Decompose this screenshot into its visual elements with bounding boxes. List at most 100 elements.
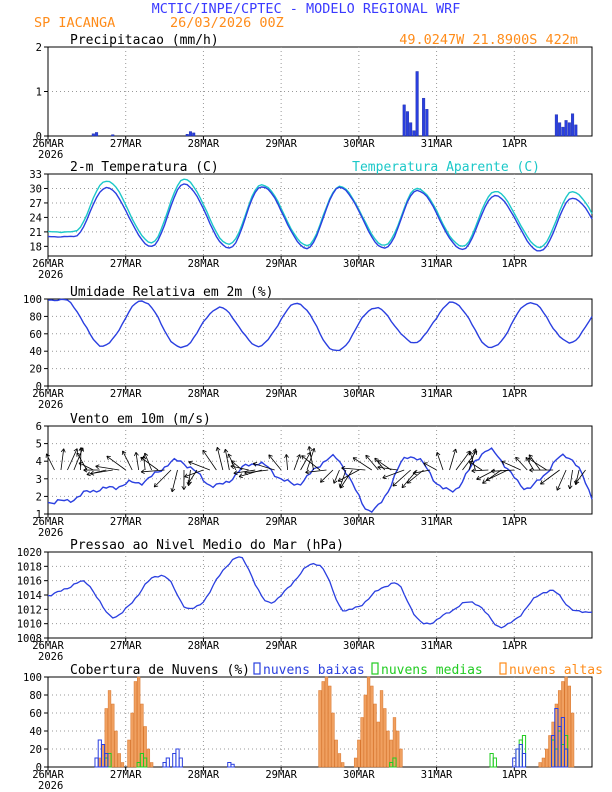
wind-arrow bbox=[482, 469, 502, 484]
wind-arrow bbox=[230, 465, 249, 471]
wind-arrow bbox=[202, 449, 217, 471]
wind-arrow bbox=[187, 469, 198, 484]
wind-arrow-head bbox=[83, 467, 88, 473]
wind-arrow bbox=[268, 454, 282, 471]
cloud-bar-high bbox=[551, 721, 555, 768]
chart-title: MCTIC/INPE/CPTEC - MODELO REGIONAL WRF bbox=[152, 1, 461, 17]
x-tick-label: 30MAR bbox=[343, 640, 375, 652]
precip-bar bbox=[561, 126, 565, 137]
wind-arrow-head bbox=[188, 460, 193, 466]
precip-bar bbox=[111, 134, 115, 137]
wind-arrow-head bbox=[215, 447, 221, 452]
x-tick-label: 1APR bbox=[502, 138, 528, 150]
y-tick-label: 20 bbox=[29, 364, 42, 376]
x-tick-label: 31MAR bbox=[421, 388, 453, 400]
y-tick-label: 6 bbox=[36, 421, 42, 433]
year-label: 2026 bbox=[38, 780, 63, 792]
wind-arrow bbox=[73, 447, 84, 471]
wind-arrow-head bbox=[352, 457, 358, 462]
cloud-bar-low bbox=[175, 748, 180, 768]
legend-swatch bbox=[499, 662, 507, 675]
wind-arrow bbox=[300, 452, 311, 471]
station-name: SP IACANGA bbox=[34, 15, 115, 31]
wind-arrow bbox=[76, 452, 88, 471]
cloud-bar-high bbox=[357, 739, 361, 768]
precip-bar bbox=[185, 134, 189, 137]
wind-arrow-head bbox=[134, 452, 139, 457]
cloud-bar-high bbox=[363, 694, 367, 768]
wind-arrow-head bbox=[320, 478, 325, 483]
x-tick-label: 29MAR bbox=[265, 258, 297, 270]
wind-arrow bbox=[340, 469, 353, 489]
cloud-bar-high bbox=[353, 757, 358, 768]
wind-arrow-head bbox=[244, 470, 249, 475]
wind-arrow bbox=[412, 469, 431, 474]
x-tick-label: 30MAR bbox=[343, 258, 375, 270]
wind-arrow-head bbox=[301, 455, 306, 460]
series-wind bbox=[47, 447, 593, 514]
cloud-bar-high bbox=[321, 681, 325, 768]
wind-arrow-head bbox=[365, 454, 370, 460]
cloud-bar-high bbox=[324, 676, 329, 768]
cloud-bar-high bbox=[376, 721, 380, 768]
y-tick-label: 30 bbox=[29, 183, 42, 195]
wind-arrow-head bbox=[374, 457, 379, 463]
wind-arrow bbox=[144, 452, 152, 471]
y-tick-label: 1 bbox=[36, 87, 42, 99]
wind-arrow bbox=[78, 462, 94, 471]
wind-arrow bbox=[575, 469, 586, 484]
wind-arrow bbox=[515, 456, 528, 471]
wind-arrow bbox=[233, 469, 256, 474]
wind-arrow-head bbox=[76, 452, 81, 457]
cloud-bar-low bbox=[230, 763, 235, 768]
wind-arrow bbox=[540, 469, 560, 485]
panel-title: 2-m Temperatura (C) bbox=[70, 160, 219, 175]
wind-arrow bbox=[491, 469, 515, 472]
cloud-bar-high bbox=[331, 712, 335, 768]
cloud-bar-high bbox=[137, 676, 141, 768]
y-tick-label: 80 bbox=[29, 690, 42, 702]
cloud-bar-low bbox=[227, 762, 232, 768]
x-tick-label: 30MAR bbox=[343, 388, 375, 400]
wind-arrow bbox=[153, 469, 172, 488]
y-tick-label: 5 bbox=[36, 439, 42, 451]
y-tick-label: 0 bbox=[36, 762, 42, 774]
wind-arrow-head bbox=[482, 479, 487, 484]
wind-arrow bbox=[171, 469, 178, 492]
wind-arrow bbox=[60, 448, 65, 471]
x-tick-label: 27MAR bbox=[110, 138, 142, 150]
cloud-bar-high bbox=[117, 753, 121, 768]
y-tick-label: 1010 bbox=[17, 619, 42, 631]
wind-arrow bbox=[392, 469, 411, 487]
cloud-bar-high bbox=[341, 762, 345, 768]
wind-arrow bbox=[244, 469, 269, 474]
legend-apparent-temp: Temperatura Aparente (C) bbox=[352, 160, 540, 175]
wind-arrow-head bbox=[284, 454, 289, 459]
precip-bar bbox=[567, 122, 571, 137]
x-tick-label: 26MAR bbox=[32, 640, 64, 652]
wind-arrow-head bbox=[452, 448, 458, 454]
wind-arrow-head bbox=[227, 453, 232, 458]
wind-arrow-head bbox=[412, 470, 417, 476]
cloud-bar-high bbox=[392, 717, 397, 768]
wind-arrow-head bbox=[310, 447, 316, 453]
year-label: 2026 bbox=[38, 399, 63, 411]
cloud-bar-high bbox=[337, 753, 342, 768]
precip-bar bbox=[412, 130, 416, 137]
x-tick-label: 28MAR bbox=[188, 258, 220, 270]
wind-arrow-head bbox=[60, 448, 66, 453]
y-tick-label: 1014 bbox=[17, 590, 42, 602]
wind-arrow bbox=[337, 469, 360, 482]
cloud-bar-high bbox=[114, 730, 118, 768]
cloud-bar-high bbox=[143, 726, 147, 768]
x-tick-label: 28MAR bbox=[188, 769, 220, 781]
cloud-bar-high bbox=[334, 739, 338, 768]
precip-bar bbox=[564, 120, 568, 137]
x-tick-label: 26MAR bbox=[32, 138, 64, 150]
panel-title: Pressao ao Nivel Medio do Mar (hPa) bbox=[70, 538, 344, 553]
wind-arrow bbox=[216, 447, 224, 471]
wind-arrow bbox=[308, 446, 314, 471]
wind-arrow-head bbox=[423, 462, 428, 467]
wind-arrow bbox=[253, 462, 275, 471]
